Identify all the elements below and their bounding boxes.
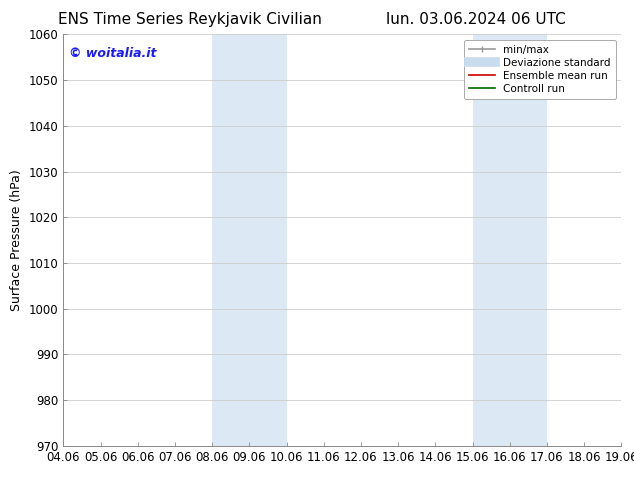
Legend: min/max, Deviazione standard, Ensemble mean run, Controll run: min/max, Deviazione standard, Ensemble m… [464, 40, 616, 99]
Text: lun. 03.06.2024 06 UTC: lun. 03.06.2024 06 UTC [385, 12, 566, 27]
Text: © woitalia.it: © woitalia.it [69, 47, 157, 60]
Bar [472, 34, 547, 446]
Bar [212, 34, 287, 446]
Text: ENS Time Series Reykjavik Civilian: ENS Time Series Reykjavik Civilian [58, 12, 322, 27]
Y-axis label: Surface Pressure (hPa): Surface Pressure (hPa) [10, 169, 23, 311]
